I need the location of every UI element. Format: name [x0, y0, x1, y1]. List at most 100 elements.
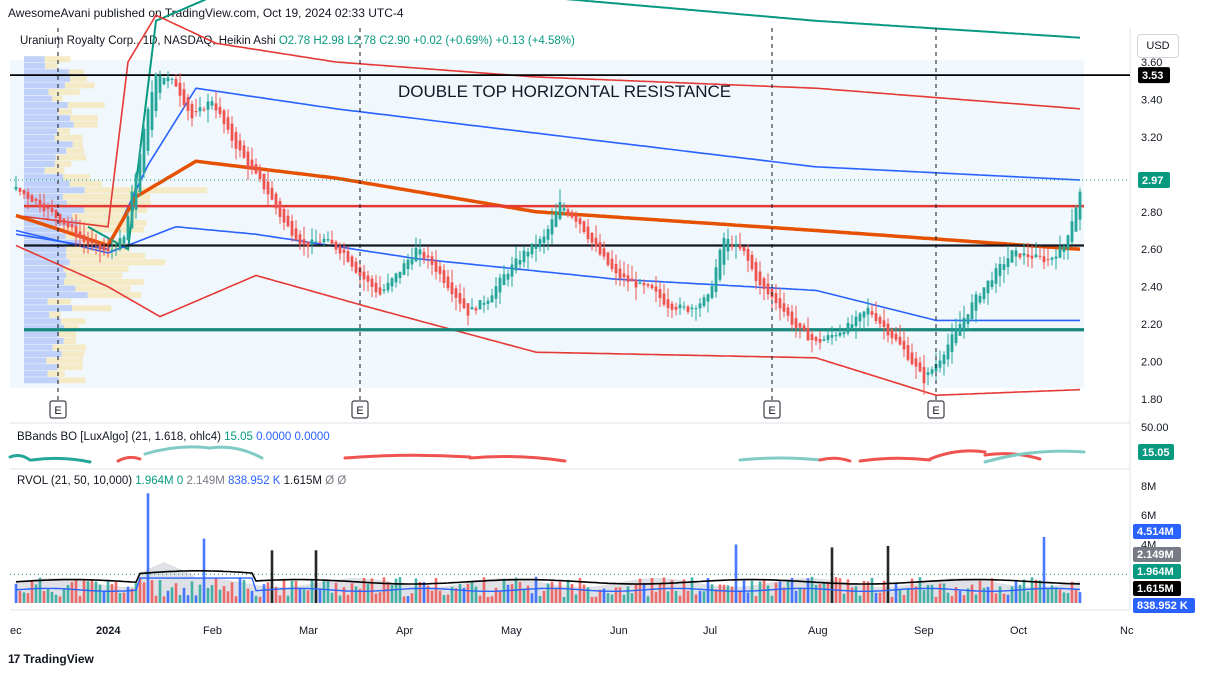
price-tag-resistance-bg — [1138, 67, 1170, 84]
rvol-bar — [386, 581, 390, 603]
candle-body — [54, 210, 58, 218]
rvol-bar — [130, 588, 134, 603]
profile-bar-up — [24, 252, 67, 259]
candle-body — [334, 241, 338, 250]
candle-body — [1034, 254, 1038, 258]
candle-body — [582, 221, 586, 232]
rvol-blue-line — [15, 577, 1081, 592]
rvol-bar — [70, 582, 74, 603]
candle-body — [566, 209, 570, 215]
bbands-legend[interactable]: BBands BO [LuxAlgo] (21, 1.618, ohlc4) 1… — [17, 431, 330, 443]
rvol-bar — [490, 596, 494, 603]
rvol-bar — [46, 588, 50, 603]
main-legend[interactable]: Uranium Royalty Corp., 1D, NASDAQ, Heiki… — [20, 35, 575, 47]
rvol-bar — [826, 581, 830, 603]
bbands-name: BBands BO [LuxAlgo] (21, 1.618, ohlc4) — [17, 431, 221, 443]
bbands-axis-top: 50.00 — [1141, 422, 1169, 434]
rvol-bar — [782, 587, 786, 603]
price-tick: 2.40 — [1141, 282, 1162, 294]
candle-body — [458, 293, 462, 304]
candle-body — [722, 237, 726, 265]
candle-body — [906, 345, 910, 360]
rvol-bar — [682, 579, 686, 603]
currency-button[interactable]: USD — [1137, 34, 1179, 58]
candle-body — [94, 242, 98, 244]
rvol-bar — [730, 586, 734, 603]
candle-body — [578, 218, 582, 225]
candle-body — [1050, 257, 1054, 260]
candle-body — [710, 286, 714, 298]
rvol-bar — [906, 587, 910, 603]
rvol-bar — [170, 587, 174, 603]
candle-body — [898, 336, 902, 345]
profile-bar-up — [24, 200, 67, 207]
candle-body — [654, 286, 658, 292]
profile-bar-down — [58, 108, 72, 115]
rvol-bar — [902, 594, 906, 603]
footer-brand-text: TradingView — [23, 652, 94, 666]
candle-body — [454, 288, 458, 298]
candle-body — [222, 110, 226, 125]
rvol-bar — [446, 594, 450, 603]
rvol-bar — [194, 595, 198, 603]
rvol-bar — [794, 590, 798, 603]
candle-body — [106, 248, 110, 252]
candle-body — [14, 186, 18, 190]
profile-bar-down — [65, 272, 123, 279]
profile-bar-up — [24, 278, 65, 285]
upper-band-line — [15, 14, 1081, 228]
profile-bar-up — [24, 187, 85, 194]
rvol-bar — [150, 580, 154, 603]
symbol-label[interactable]: Uranium Royalty Corp., 1D, NASDAQ, Heiki… — [20, 35, 276, 47]
rvol-bar — [126, 586, 130, 603]
rvol-bar — [286, 595, 290, 603]
rvol-bar — [970, 584, 974, 603]
candle-body — [250, 159, 254, 169]
candle-body — [1010, 250, 1014, 263]
candle-body — [890, 329, 894, 339]
rvol-bar — [674, 590, 678, 603]
rvol-bar — [246, 588, 250, 603]
rvol-bar — [94, 581, 98, 603]
time-axis: ec 2024 Feb Mar Apr May Jun Jul Aug Sep Oct Nc — [10, 625, 1134, 637]
rvol-bar — [738, 590, 742, 603]
rvol-bar — [1010, 586, 1014, 603]
bbands-value-3: 0.0000 — [294, 431, 330, 443]
rvol-legend[interactable]: RVOL (21, 50, 10,000) 1.964M 0 2.149M 83… — [17, 475, 346, 487]
profile-bar-up — [24, 69, 69, 76]
bbands-segment — [818, 456, 852, 463]
candle-body — [546, 229, 550, 240]
bbands-segment — [858, 456, 932, 463]
earnings-label: E — [768, 405, 775, 417]
rvol-bar — [78, 595, 82, 603]
candle-body — [706, 294, 710, 302]
candle-body — [866, 307, 870, 315]
candle-body — [1054, 256, 1058, 259]
candle-body — [982, 287, 986, 300]
footer-brand[interactable]: 17 TradingView — [8, 652, 94, 666]
rvol-bar — [550, 581, 554, 603]
profile-bar-up — [24, 115, 71, 122]
candle-body — [978, 295, 982, 303]
rvol-bar — [450, 586, 454, 603]
candle-body — [1030, 255, 1034, 259]
bands-group — [15, 0, 1081, 397]
rvol-bar — [610, 594, 614, 603]
rvol-bar — [322, 580, 326, 603]
profile-bar-up — [24, 324, 65, 331]
candle-body — [214, 103, 218, 111]
profile-bar-up — [24, 180, 70, 187]
candle-body — [1070, 221, 1074, 243]
candle-body — [34, 198, 38, 201]
candle-body — [630, 278, 634, 282]
candle-body — [202, 109, 206, 111]
candle-body — [790, 311, 794, 325]
candle-body — [894, 333, 898, 340]
candle-body — [414, 247, 418, 262]
rvol-value-4: 838.952 K — [228, 475, 281, 487]
rvol-tick: 6M — [1141, 510, 1156, 522]
time-tick: Apr — [396, 625, 413, 637]
profile-bar-down — [48, 88, 80, 95]
candle-body — [446, 276, 450, 289]
